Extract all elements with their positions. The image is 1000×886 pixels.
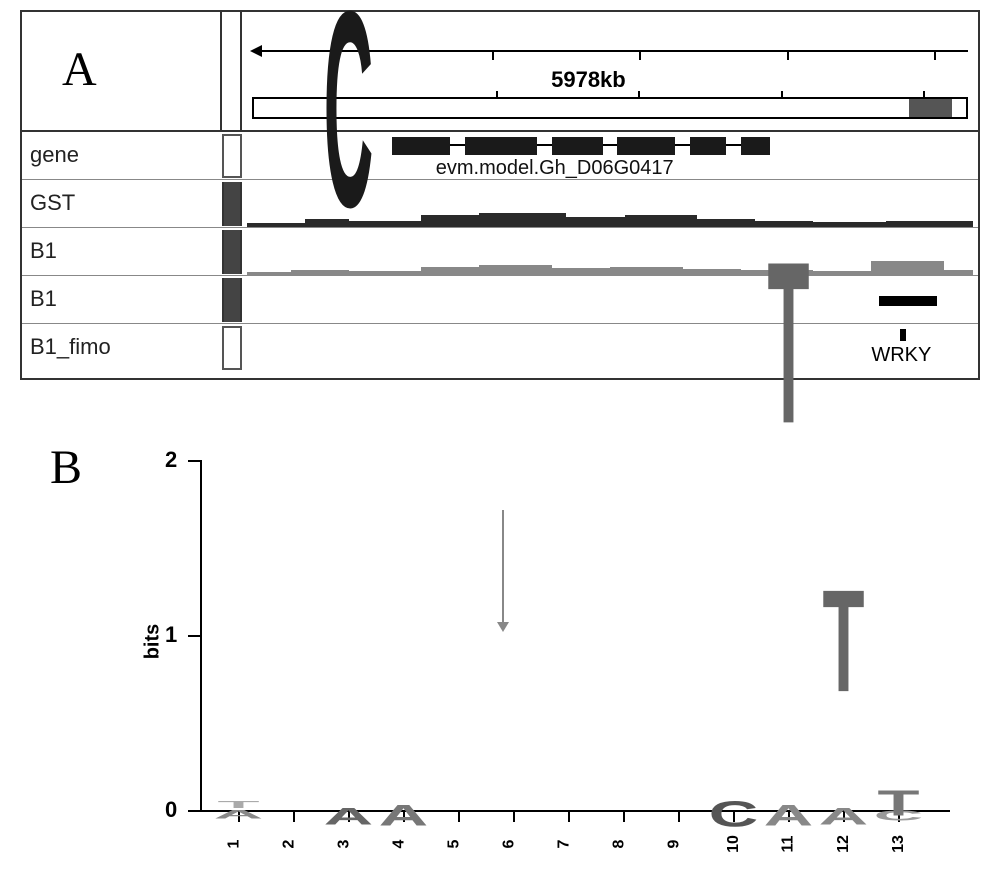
x-tick [293, 810, 295, 822]
logo-letter: A [760, 801, 815, 810]
x-tick-label: 3 [335, 840, 353, 849]
x-tick-label: 9 [665, 840, 683, 849]
x-tick-label: 7 [555, 840, 573, 849]
y-tick [188, 460, 202, 462]
coverage-segment [871, 261, 944, 275]
logo-letter: T [430, 0, 485, 810]
x-tick [513, 810, 515, 822]
logo-letter: A [320, 804, 375, 810]
ruler-tick [934, 50, 936, 60]
y-axis-title: bits [141, 624, 164, 660]
logo-letter: A [375, 801, 430, 810]
track-scale-indicator [222, 326, 242, 370]
track-label: GST [30, 190, 75, 216]
fimo-label: WRKY [871, 344, 931, 367]
logo-plot-area: bits 012 12345678910111213 ATACAGTTGACCT… [170, 450, 950, 850]
track-scale-indicator [222, 278, 242, 322]
coverage-segment [886, 221, 973, 227]
track-scale-indicator [222, 134, 242, 178]
y-tick [188, 635, 202, 637]
logo-letter: T [210, 800, 265, 801]
coverage-segment [813, 271, 871, 275]
x-tick-label: 1 [225, 840, 243, 849]
track-label: B1 [30, 286, 57, 312]
coverage-segment [944, 270, 973, 275]
logo-arrow-icon [502, 510, 504, 630]
logo-letter: C [705, 796, 760, 810]
ruler-label-col [22, 12, 222, 130]
peak-bar [879, 296, 937, 306]
logo-letter: T [870, 786, 925, 800]
track-scale-indicator [222, 230, 242, 274]
logo-letter: T [485, 0, 540, 810]
track-label: B1 [30, 238, 57, 264]
logo-letter: T [760, 231, 815, 789]
logo-letter: A [595, 0, 650, 810]
coverage-segment [247, 223, 305, 227]
x-tick [568, 810, 570, 822]
logo-letter: G [375, 0, 430, 789]
fimo-mark [900, 329, 906, 341]
logo-letter: C [320, 0, 375, 793]
x-tick-label: 11 [779, 836, 797, 853]
logo-letter: C [650, 0, 705, 810]
x-tick-label: 6 [500, 840, 518, 849]
y-tick-label: 0 [165, 797, 177, 823]
x-tick-label: 12 [834, 835, 852, 853]
coverage-segment [813, 222, 886, 227]
logo-letter: A [815, 804, 870, 810]
x-tick-label: 8 [610, 840, 628, 849]
panel-b-label: B [50, 440, 82, 495]
x-tick-label: 5 [445, 840, 463, 849]
ruler-scale-col [222, 12, 242, 130]
track-scale-indicator [222, 182, 242, 226]
x-tick-label: 2 [280, 840, 298, 849]
track-label: B1_fimo [30, 334, 111, 360]
x-tick [678, 810, 680, 822]
panel-b-sequence-logo: B bits 012 12345678910111213 ATACAGTTGAC… [50, 440, 950, 860]
x-tick-label: 4 [390, 840, 408, 849]
ruler-box-fill [909, 99, 952, 117]
y-tick-label: 2 [165, 447, 177, 473]
ruler-box-tick [781, 91, 783, 99]
coverage-segment [247, 272, 291, 275]
x-tick [458, 810, 460, 822]
logo-letter: G [540, 0, 595, 810]
x-tick-label: 10 [724, 835, 742, 853]
ruler-tick [787, 50, 789, 60]
ruler-box-tick [923, 91, 925, 99]
x-tick [623, 810, 625, 822]
track-label: gene [30, 142, 79, 168]
logo-letter: T [705, 0, 760, 784]
logo-letter: T [815, 570, 870, 793]
y-tick-label: 1 [165, 622, 177, 648]
x-tick-label: 13 [889, 835, 907, 853]
